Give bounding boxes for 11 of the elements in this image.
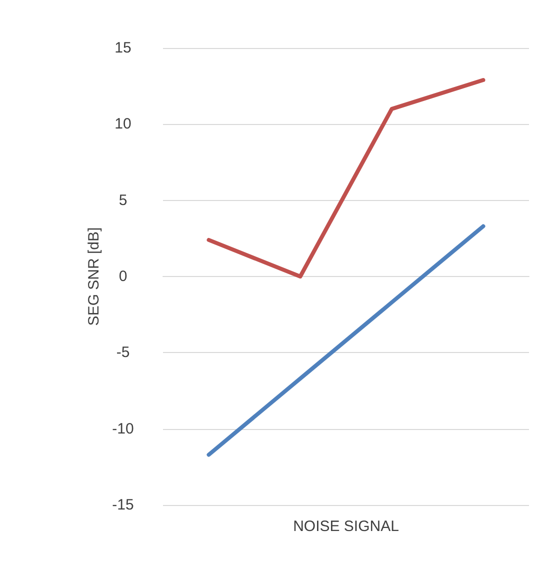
y-tick-label: -10 (112, 420, 134, 438)
line-series (206, 224, 486, 457)
y-tick-label: 5 (118, 192, 128, 209)
y-axis-title: SEG SNR [dB] (85, 227, 102, 326)
y-tick-label: 10 (114, 116, 132, 133)
y-tick-label: 15 (114, 40, 132, 56)
y-tick-label: -15 (112, 496, 134, 514)
y-tick-label: 0 (118, 268, 128, 285)
x-axis-title: NOISE SIGNAL (293, 518, 399, 535)
line-series (206, 78, 486, 278)
y-tick-label: -5 (116, 344, 130, 362)
